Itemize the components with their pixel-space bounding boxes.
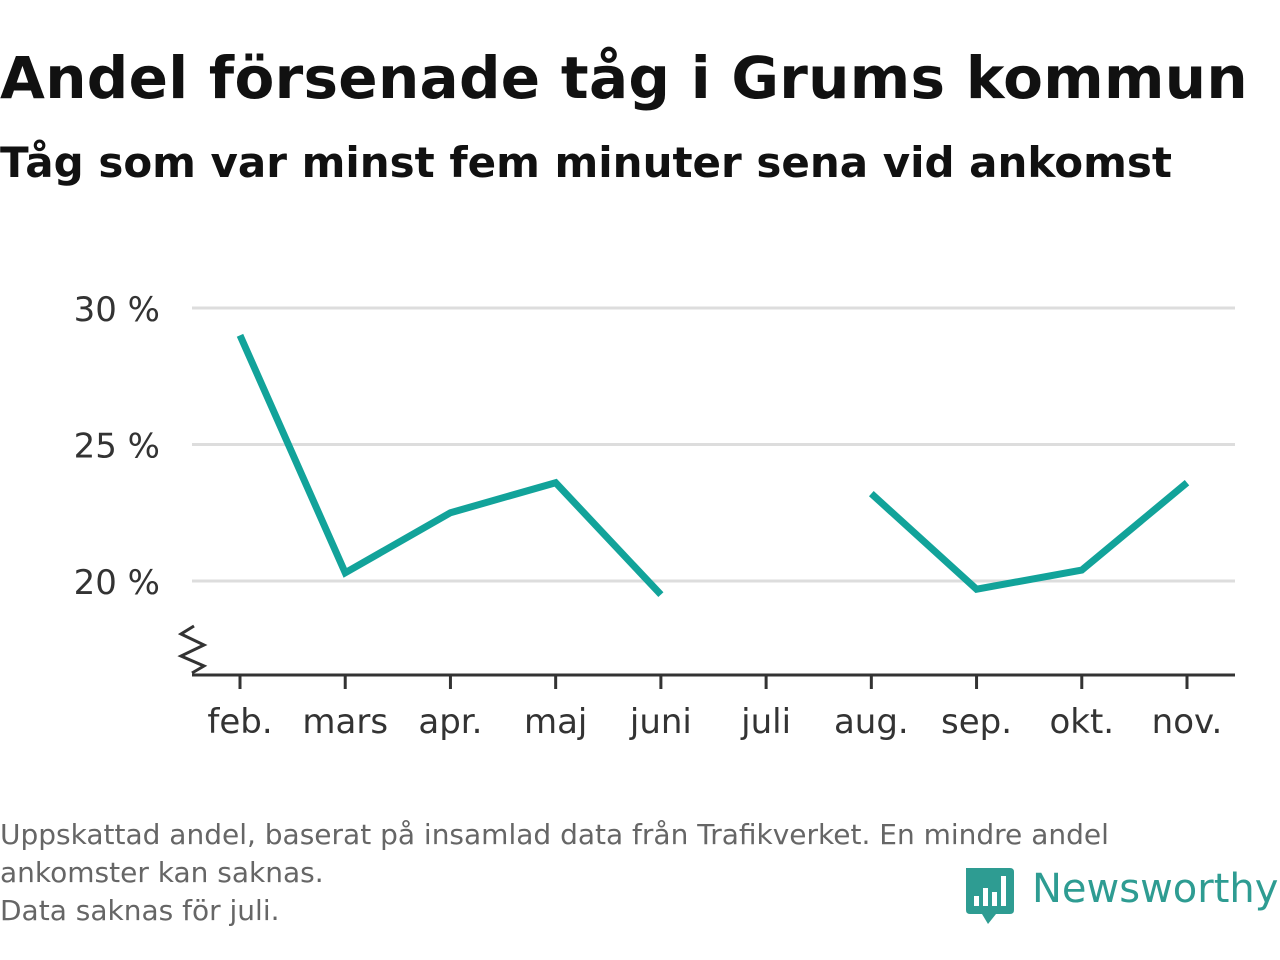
x-tick-label: sep.	[941, 702, 1012, 742]
footnote-line-1: Uppskattad andel, baserat på insamlad da…	[0, 818, 1109, 851]
x-tick-label: apr.	[418, 702, 482, 742]
footnote: Uppskattad andel, baserat på insamlad da…	[0, 816, 1270, 930]
x-tick-label: feb.	[207, 702, 272, 742]
x-tick-label: juni	[629, 702, 692, 742]
y-axis-tick-labels: 20 % 25 % 30 %	[74, 290, 160, 603]
y-tick-label: 20 %	[74, 563, 160, 603]
x-tick-label: mars	[302, 702, 388, 742]
x-tick-label: nov.	[1152, 702, 1223, 742]
series-lines	[236, 333, 1190, 598]
y-tick-label: 30 %	[74, 290, 160, 330]
brand-name: Newsworthy	[1032, 866, 1279, 912]
chart-subtitle: Tåg som var minst fem minuter sena vid a…	[0, 138, 1172, 187]
x-tick-label: maj	[524, 702, 587, 742]
newsworthy-logo: Newsworthy	[962, 862, 1278, 928]
gridlines	[192, 306, 1235, 583]
x-axis-tick-labels: feb. mars apr. maj juni juli aug. sep. okt. nov.	[207, 702, 1222, 742]
y-axis-break-icon	[177, 624, 208, 675]
footnote-line-3: Data saknas för juli.	[0, 894, 280, 927]
x-axis	[177, 624, 1235, 689]
y-tick-label: 25 %	[74, 427, 160, 467]
footnote-line-2: ankomster kan saknas.	[0, 856, 324, 889]
x-tick-label: okt.	[1049, 702, 1114, 742]
series-line	[236, 333, 664, 598]
series-line	[868, 480, 1190, 593]
chart-title: Andel försenade tåg i Grums kommun	[0, 44, 1248, 112]
bar-chart-speech-bubble-icon	[966, 868, 1014, 924]
x-tick-label: aug.	[834, 702, 909, 742]
x-tick-label: juli	[740, 702, 791, 742]
